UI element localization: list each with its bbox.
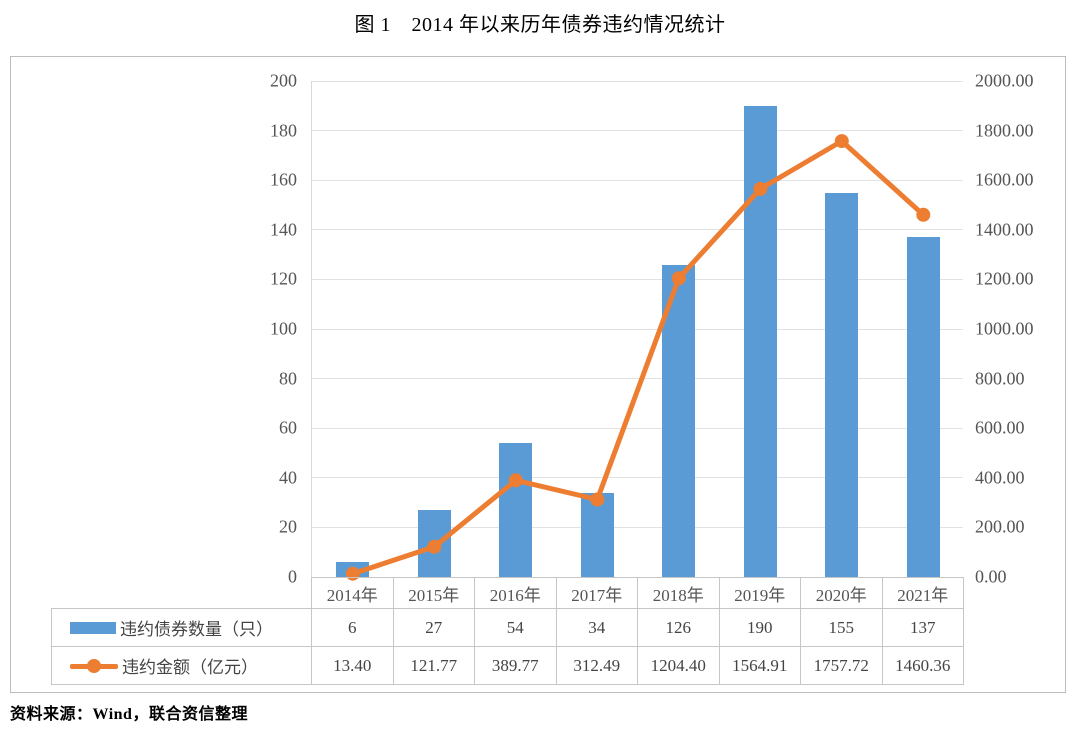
line-marker-2015年 <box>427 539 442 554</box>
right-axis-tick-label: 1600.00 <box>975 169 1034 190</box>
gridline <box>312 477 963 479</box>
left-axis-tick-label: 100 <box>270 318 297 339</box>
line-path <box>350 138 926 577</box>
value-cell: 6 <box>311 608 394 647</box>
line-series <box>345 134 931 581</box>
x-axis-label: 2020年 <box>800 577 883 609</box>
right-axis-ticks: 0.00 200.00 400.00 600.00 800.00 1000.00 1200.… <box>975 71 1065 587</box>
value-cell: 126 <box>637 608 720 647</box>
source-note: 资料来源：Wind，联合资信整理 <box>10 706 248 723</box>
bar-2016年 <box>499 443 533 577</box>
right-axis-tick-label: 1800.00 <box>975 120 1034 141</box>
x-axis-label: 2018年 <box>637 577 720 609</box>
left-axis-tick-label: 0 <box>288 566 297 587</box>
bar-2021年 <box>906 237 940 577</box>
right-axis-tick-label: 600.00 <box>975 417 1025 438</box>
x-axis-label-row: 2014年 2015年 2016年 2017年 2018年 2019年 2020年 2021年 <box>52 577 964 609</box>
gridline <box>312 278 963 280</box>
gridline <box>312 328 963 330</box>
bar-2017年 <box>580 492 614 577</box>
legend-inner: 违约债券数量（只） <box>70 615 311 640</box>
legend-inner: 违约金额（亿元） <box>70 653 311 678</box>
right-axis-tick-label: 2000.00 <box>975 70 1034 91</box>
gridline <box>312 179 963 181</box>
bar-2018年 <box>662 264 696 577</box>
value-cell: 34 <box>555 608 638 647</box>
gridline <box>312 130 963 132</box>
table-corner-cell <box>52 578 312 609</box>
value-cell: 137 <box>881 608 964 647</box>
left-axis-tick-label: 200 <box>270 70 297 91</box>
data-table-body: 2014年 2015年 2016年 2017年 2018年 2019年 2020年 2021年… <box>51 577 964 685</box>
value-cell: 1204.40 <box>637 646 720 685</box>
line-marker-2021年 <box>916 207 931 222</box>
left-axis-tick-label: 120 <box>270 268 297 289</box>
right-axis-tick-label: 200.00 <box>975 516 1025 537</box>
value-cell: 121.77 <box>392 646 475 685</box>
table-row-bond-count: 违约债券数量（只） 6 27 54 34 126 190 155 137 <box>51 608 964 647</box>
legend-cell: 违约债券数量（只） <box>51 608 312 647</box>
left-axis-tick-label: 80 <box>279 368 297 389</box>
table-row-default-amount: 违约金额（亿元） 13.40 121.77 389.77 312.49 1204.40 15… <box>51 646 964 685</box>
value-cell: 54 <box>474 608 557 647</box>
right-axis-tick-label: 0.00 <box>975 566 1007 587</box>
left-axis-tick-label: 20 <box>279 516 297 537</box>
gridline <box>312 378 963 380</box>
value-cell: 1460.36 <box>881 646 964 685</box>
x-axis-label: 2014年 <box>311 577 394 609</box>
bar-series-swatch-icon <box>70 621 116 634</box>
value-cell: 155 <box>800 608 883 647</box>
legend-cell: 违约金额（亿元） <box>51 646 312 685</box>
value-cell: 312.49 <box>555 646 638 685</box>
right-axis-tick-label: 400.00 <box>975 467 1025 488</box>
chart-container: 0 20 40 60 80 100 120 140 160 180 200 0.00 200.00 40… <box>10 56 1066 693</box>
left-axis-ticks: 0 20 40 60 80 100 120 140 160 180 200 <box>11 71 297 587</box>
right-axis-tick-label: 800.00 <box>975 368 1025 389</box>
value-cell: 190 <box>718 608 801 647</box>
bar-2020年 <box>825 192 859 577</box>
right-axis-tick-label: 1400.00 <box>975 219 1034 240</box>
x-axis-label: 2017年 <box>555 577 638 609</box>
value-cell: 1757.72 <box>800 646 883 685</box>
legend-label: 违约债券数量（只） <box>120 620 273 639</box>
gridline <box>312 526 963 528</box>
x-axis-label: 2016年 <box>474 577 557 609</box>
x-axis-label: 2019年 <box>718 577 801 609</box>
plot-area <box>311 80 963 581</box>
left-axis-tick-label: 60 <box>279 417 297 438</box>
line-marker-2018年 <box>671 271 686 286</box>
left-axis-tick-label: 140 <box>270 219 297 240</box>
line-series-swatch-icon <box>70 658 118 673</box>
data-table: 2014年 2015年 2016年 2017年 2018年 2019年 2020年 2021年… <box>51 577 964 685</box>
x-axis-label: 2015年 <box>392 577 475 609</box>
value-cell: 13.40 <box>311 646 394 685</box>
legend-label: 违约金额（亿元） <box>122 658 258 677</box>
left-axis-tick-label: 40 <box>279 467 297 488</box>
right-axis-tick-label: 1200.00 <box>975 268 1034 289</box>
line-marker-2017年 <box>590 492 605 507</box>
value-cell: 1564.91 <box>718 646 801 685</box>
line-marker-2019年 <box>753 181 768 196</box>
gridline <box>312 80 963 82</box>
x-axis-label: 2021年 <box>881 577 964 609</box>
chart-title: 图 1 2014 年以来历年债券违约情况统计 <box>354 14 726 36</box>
gridline <box>312 427 963 429</box>
left-axis-tick-label: 180 <box>270 120 297 141</box>
line-marker-2020年 <box>834 134 849 149</box>
value-cell: 27 <box>392 608 475 647</box>
line-marker-2016年 <box>508 473 523 488</box>
gridline <box>312 229 963 231</box>
left-axis-tick-label: 160 <box>270 169 297 190</box>
value-cell: 389.77 <box>474 646 557 685</box>
right-axis-tick-label: 1000.00 <box>975 318 1034 339</box>
